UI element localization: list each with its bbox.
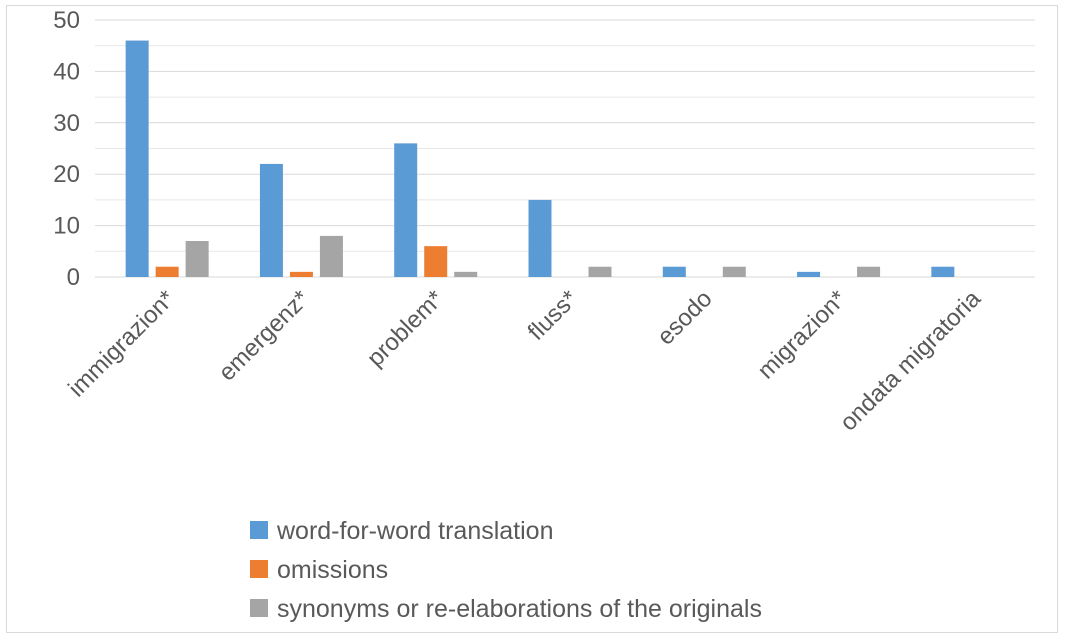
y-tick-label: 40 bbox=[53, 58, 80, 85]
y-tick-label: 30 bbox=[53, 110, 80, 137]
bar-word-for-word bbox=[394, 143, 418, 277]
bar-word-for-word bbox=[125, 40, 149, 278]
bar-omissions bbox=[424, 246, 448, 277]
x-tick-label: fluss* bbox=[523, 285, 584, 346]
bar-word-for-word bbox=[259, 163, 283, 277]
bar-synonyms bbox=[185, 241, 209, 277]
legend-label: synonyms or re-elaborations of the origi… bbox=[277, 595, 762, 623]
legend-swatch bbox=[250, 560, 268, 578]
x-tick-label: emergenz* bbox=[214, 285, 315, 386]
bar-synonyms bbox=[319, 235, 343, 277]
bar-word-for-word bbox=[797, 271, 821, 277]
x-tick-label: immigrazion* bbox=[63, 285, 180, 402]
legend-swatch bbox=[250, 521, 268, 539]
bar-omissions bbox=[155, 266, 179, 277]
bar-synonyms bbox=[588, 266, 612, 277]
bar-synonyms bbox=[722, 266, 746, 277]
bar-word-for-word bbox=[662, 266, 686, 277]
x-tick-label: migrazion* bbox=[753, 285, 852, 384]
y-tick-label: 10 bbox=[53, 213, 80, 240]
y-tick-label: 0 bbox=[67, 264, 80, 291]
legend-swatch bbox=[250, 599, 268, 617]
bar-omissions bbox=[289, 271, 313, 277]
bar-word-for-word bbox=[931, 266, 955, 277]
y-tick-label: 50 bbox=[53, 7, 80, 34]
y-tick-label: 20 bbox=[53, 161, 80, 188]
legend-label: word-for-word translation bbox=[276, 517, 554, 545]
chart-frame bbox=[6, 5, 1058, 633]
bar-synonyms bbox=[454, 271, 478, 277]
bar-word-for-word bbox=[528, 199, 552, 277]
x-tick-label: ondata migratoria bbox=[835, 285, 987, 437]
legend-label: omissions bbox=[277, 556, 388, 584]
x-tick-label: problem* bbox=[362, 285, 449, 372]
bar-synonyms bbox=[857, 266, 881, 277]
x-tick-label: esodo bbox=[652, 285, 717, 350]
